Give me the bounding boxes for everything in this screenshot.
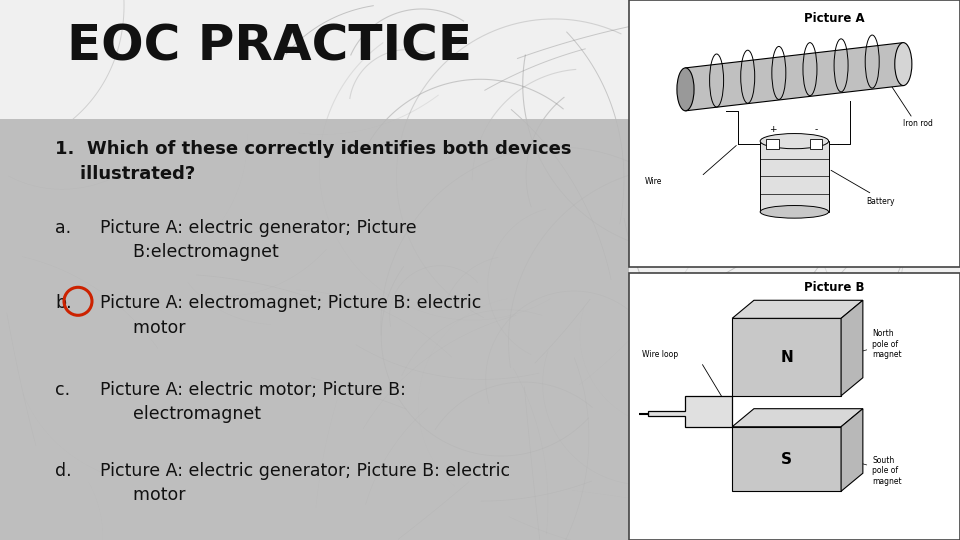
Text: Picture A: electric generator; Picture B: electric
      motor: Picture A: electric generator; Picture B… bbox=[100, 462, 510, 504]
Bar bbox=[629, 0, 960, 267]
Text: EOC PRACTICE: EOC PRACTICE bbox=[67, 22, 472, 70]
Text: d.: d. bbox=[55, 462, 72, 480]
Text: Picture B: Picture B bbox=[804, 281, 864, 294]
Text: Picture A: Picture A bbox=[804, 12, 864, 25]
Text: Picture A: electromagnet; Picture B: electric
      motor: Picture A: electromagnet; Picture B: ele… bbox=[100, 294, 481, 336]
Text: a.: a. bbox=[55, 219, 71, 237]
Bar bbox=[629, 273, 960, 540]
Text: b.: b. bbox=[55, 294, 72, 312]
Text: Picture A: electric motor; Picture B:
      electromagnet: Picture A: electric motor; Picture B: el… bbox=[100, 381, 406, 423]
Text: Picture A: electric generator; Picture
      B:electromagnet: Picture A: electric generator; Picture B… bbox=[100, 219, 417, 261]
Bar bbox=[0, 119, 629, 540]
Text: c.: c. bbox=[55, 381, 70, 399]
Text: 1.  Which of these correctly identifies both devices
    illustrated?: 1. Which of these correctly identifies b… bbox=[55, 140, 571, 184]
